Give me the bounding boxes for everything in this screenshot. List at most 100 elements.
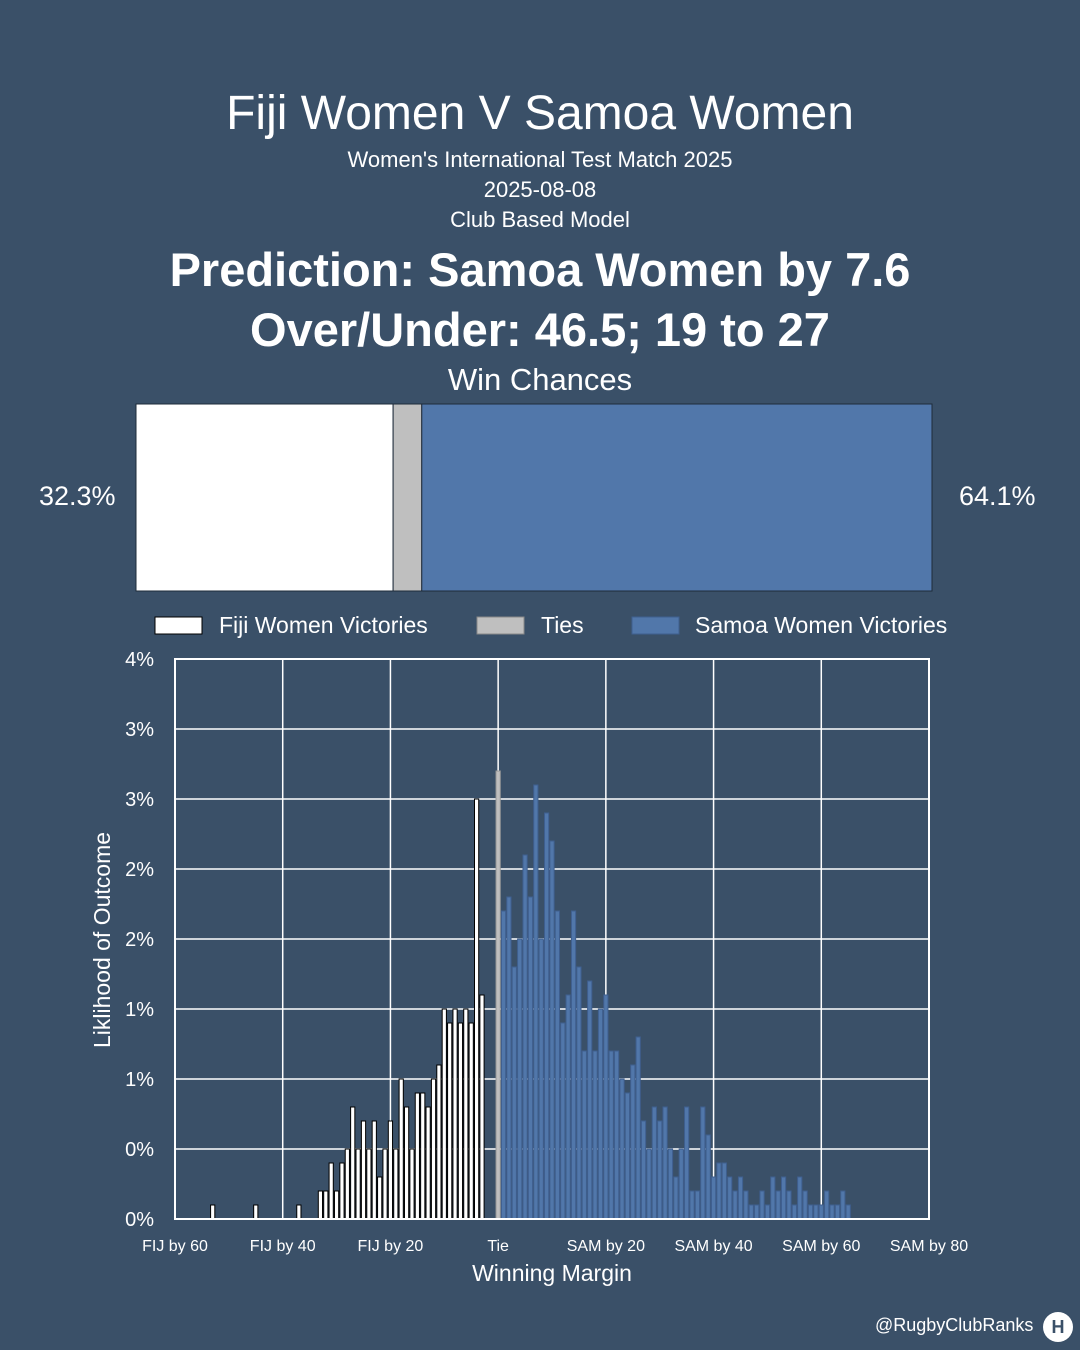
bar-fiji — [328, 1162, 334, 1220]
bar-samoa — [619, 1078, 625, 1220]
bar-samoa — [834, 1204, 841, 1220]
bar-fiji — [366, 1148, 372, 1220]
legend-swatch-ties — [476, 616, 525, 635]
bar-samoa — [732, 1190, 738, 1220]
bar-samoa — [522, 854, 528, 1220]
x-tick-label: FIJ by 20 — [358, 1238, 424, 1255]
bar-samoa — [694, 1190, 701, 1220]
legend-label-ties: Ties — [541, 612, 584, 638]
bar-samoa — [533, 784, 539, 1220]
model-name: Club Based Model — [450, 207, 630, 232]
bar-fiji — [457, 1022, 464, 1220]
bar-samoa — [511, 966, 517, 1220]
bar-fiji — [441, 1008, 447, 1220]
legend-label-samoa: Samoa Women Victories — [695, 612, 947, 638]
bar-fiji — [253, 1204, 259, 1220]
bar-samoa — [587, 980, 593, 1220]
bar-samoa — [614, 1050, 620, 1220]
bar-samoa — [727, 1176, 733, 1220]
y-tick-label: 4% — [125, 649, 154, 671]
bar-samoa — [603, 994, 609, 1220]
bar-samoa — [517, 938, 523, 1220]
bar-samoa — [813, 1204, 819, 1220]
bar-fiji — [473, 798, 480, 1220]
bar-samoa — [635, 1036, 641, 1220]
win-chances-bar — [135, 403, 933, 592]
y-tick-label: 2% — [125, 929, 154, 951]
rugby-posts-icon: H — [1043, 1312, 1073, 1342]
fiji-win-percent: 32.3% — [39, 481, 116, 511]
bar-samoa — [549, 840, 555, 1220]
bar-fiji — [436, 1064, 442, 1220]
bar-samoa — [770, 1176, 776, 1220]
bar-fiji — [355, 1148, 361, 1220]
bar-samoa — [506, 896, 512, 1220]
bar-samoa — [662, 1106, 668, 1220]
legend-label-fiji: Fiji Women Victories — [219, 612, 428, 638]
bar-samoa — [673, 1176, 679, 1220]
bar-samoa — [667, 1148, 674, 1220]
legend: Fiji Women Victories Ties Samoa Women Vi… — [154, 612, 947, 638]
bar-samoa — [743, 1190, 749, 1220]
bar-samoa — [544, 812, 550, 1220]
bar-fiji — [296, 1204, 302, 1220]
bar-fiji — [377, 1176, 383, 1220]
bar-samoa — [700, 1106, 706, 1220]
winbar-ties-segment — [392, 403, 423, 592]
bar-samoa — [829, 1204, 835, 1220]
bar-samoa — [797, 1176, 803, 1220]
over-under-headline: Over/Under: 46.5; 19 to 27 — [250, 303, 830, 356]
prediction-headline: Prediction: Samoa Women by 7.6 — [169, 243, 911, 296]
y-tick-label: 3% — [125, 719, 154, 741]
bar-samoa — [538, 938, 544, 1220]
bar-fiji — [463, 1008, 469, 1220]
bar-fiji — [333, 1190, 340, 1220]
bar-samoa — [754, 1204, 760, 1220]
y-tick-label: 0% — [125, 1139, 154, 1161]
watermark: @RugbyClubRanks — [875, 1315, 1034, 1335]
bar-fiji — [387, 1120, 394, 1220]
bar-fiji — [323, 1190, 329, 1220]
bar-samoa — [780, 1176, 787, 1220]
x-tick-label: SAM by 20 — [567, 1238, 645, 1255]
y-tick-label: 1% — [125, 1069, 154, 1091]
winbar-fiji-segment — [135, 403, 394, 592]
bar-fiji — [447, 1022, 453, 1220]
bar-samoa — [737, 1176, 744, 1220]
bar-samoa — [791, 1204, 797, 1220]
bar-samoa — [748, 1204, 754, 1220]
x-tick-label: SAM by 80 — [890, 1238, 968, 1255]
bar-tie — [495, 770, 501, 1220]
y-tick-label: 2% — [125, 859, 154, 881]
bar-samoa — [581, 1050, 587, 1220]
bar-samoa — [684, 1106, 690, 1220]
bar-samoa — [640, 1120, 647, 1220]
bar-fiji — [398, 1078, 404, 1220]
margin-histogram: 0%0%1%1%2%2%3%3%4% FIJ by 60 FIJ by 40 FIJ… — [89, 649, 968, 1286]
bar-samoa — [630, 1064, 636, 1220]
bar-samoa — [570, 910, 577, 1220]
legend-swatch-samoa — [631, 616, 680, 635]
y-tick-label: 3% — [125, 789, 154, 811]
page-title: Fiji Women V Samoa Women — [226, 87, 854, 140]
bar-samoa — [560, 1022, 566, 1220]
bar-fiji — [420, 1092, 426, 1220]
histogram-bars — [210, 770, 851, 1220]
winbar-samoa-segment — [421, 403, 933, 592]
bar-samoa — [705, 1134, 711, 1220]
bar-fiji — [452, 1008, 458, 1220]
bar-samoa — [624, 1092, 631, 1220]
competition-subtitle: Women's International Test Match 2025 — [347, 147, 733, 172]
bar-fiji — [468, 1022, 474, 1220]
bar-fiji — [403, 1106, 410, 1220]
bar-samoa — [657, 1120, 663, 1220]
bar-samoa — [597, 1008, 604, 1220]
bar-fiji — [317, 1190, 324, 1220]
bar-fiji — [382, 1148, 388, 1220]
bar-samoa — [764, 1204, 771, 1220]
x-axis-label: Winning Margin — [472, 1260, 632, 1286]
bar-samoa — [845, 1204, 851, 1220]
bar-fiji — [344, 1148, 350, 1220]
bar-samoa — [818, 1204, 824, 1220]
